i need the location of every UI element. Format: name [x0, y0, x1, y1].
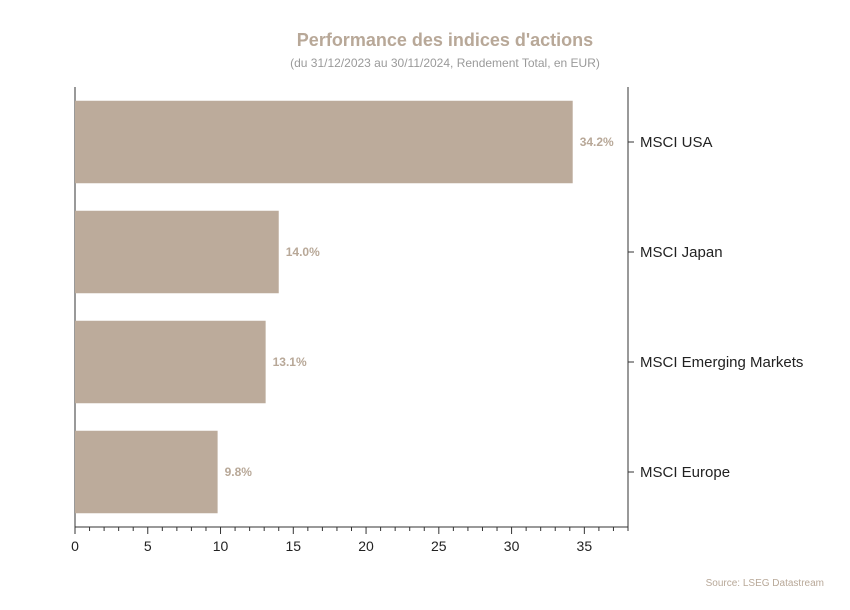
category-label: MSCI Europe	[640, 464, 730, 481]
x-tick-label: 0	[71, 538, 79, 554]
source-note: Source: LSEG Datastream	[705, 578, 824, 589]
bar	[75, 100, 573, 184]
x-tick-label: 5	[144, 538, 152, 554]
x-tick-label: 25	[431, 538, 447, 554]
x-tick-label: 10	[213, 538, 229, 554]
x-tick-label: 15	[286, 538, 302, 554]
category-label: MSCI Japan	[640, 244, 723, 261]
x-tick-label: 20	[358, 538, 374, 554]
chart-title: Performance des indices d'actions	[296, 30, 594, 50]
bar-value-label: 34.2%	[580, 135, 614, 149]
x-tick-label: 30	[504, 538, 520, 554]
bar	[75, 320, 266, 404]
category-label: MSCI USA	[640, 134, 713, 151]
bar	[75, 210, 279, 294]
bar-value-label: 13.1%	[273, 355, 307, 369]
category-label: MSCI Emerging Markets	[640, 354, 803, 371]
chart-subtitle: (du 31/12/2023 au 30/11/2024, Rendement …	[290, 56, 600, 70]
bar-value-label: 9.8%	[225, 465, 253, 479]
x-tick-label: 35	[577, 538, 593, 554]
bar	[75, 430, 218, 514]
bar-value-label: 14.0%	[286, 245, 320, 259]
